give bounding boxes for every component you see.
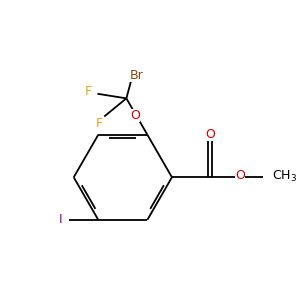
Text: O: O: [205, 128, 215, 141]
Text: Br: Br: [130, 69, 144, 82]
Text: O: O: [130, 109, 140, 122]
Text: O: O: [235, 169, 245, 182]
Text: F: F: [84, 85, 92, 98]
Text: CH$_3$: CH$_3$: [272, 169, 298, 184]
Text: I: I: [58, 213, 62, 226]
Text: F: F: [96, 117, 103, 130]
